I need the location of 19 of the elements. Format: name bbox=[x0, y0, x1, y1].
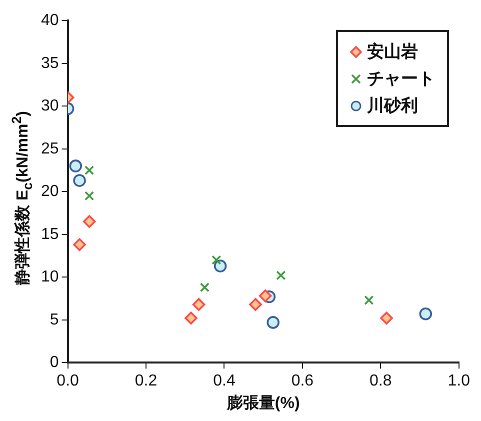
legend-label: 安山岩 bbox=[367, 41, 418, 63]
y-tick-label: 15 bbox=[41, 226, 59, 243]
y-tick-label: 30 bbox=[41, 98, 59, 115]
x-tick-label: 0.2 bbox=[134, 372, 158, 390]
y-tick-label: 40 bbox=[41, 12, 59, 30]
legend-label: チャート bbox=[367, 68, 435, 90]
y-tick-label: 25 bbox=[41, 140, 59, 158]
legend-label: 川砂利 bbox=[367, 95, 418, 117]
x-axis-title: 膨張量(%) bbox=[226, 394, 300, 412]
x-tick-label: 0.8 bbox=[370, 372, 392, 390]
y-tick-label: 5 bbox=[50, 311, 59, 328]
x-tick-label: 0.6 bbox=[291, 372, 314, 390]
y-tick-label: 0 bbox=[50, 354, 59, 372]
x-tick-label: 1.0 bbox=[448, 372, 470, 390]
y-tick-label: 10 bbox=[41, 268, 59, 286]
y-tick-label: 35 bbox=[41, 54, 59, 72]
x-tick-label: 0.0 bbox=[56, 372, 80, 390]
x-tick-label: 0.4 bbox=[213, 372, 236, 390]
y-tick-label: 20 bbox=[41, 183, 59, 200]
